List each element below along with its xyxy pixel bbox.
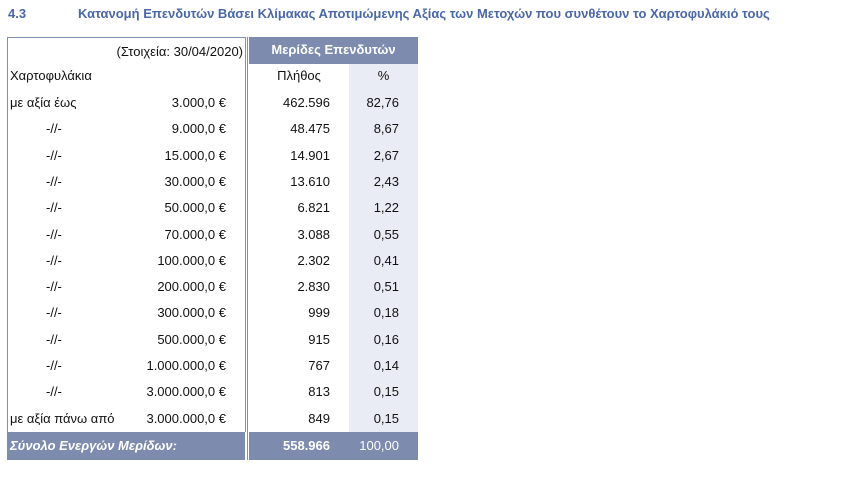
threshold: 3.000,0 € <box>171 95 226 110</box>
total-count: 558.966 <box>283 438 330 453</box>
percent: 0,15 <box>373 384 399 400</box>
column-header: % <box>377 68 390 83</box>
percent: 0,16 <box>373 331 399 347</box>
percent: 8,67 <box>373 121 399 137</box>
count: 813 <box>308 384 330 400</box>
total-bg <box>249 432 418 460</box>
total-bg <box>7 432 245 460</box>
percent: 0,14 <box>373 358 399 373</box>
count: 462.596 <box>283 95 330 110</box>
left-block <box>7 37 246 432</box>
group-header: Μερίδες Επενδυτών <box>271 42 396 57</box>
row-header: Χαρτοφυλάκια <box>10 68 92 83</box>
percent: 2,67 <box>373 147 399 163</box>
threshold: 9.000,0 € <box>171 121 226 137</box>
section-title: Κατανομή Επενδυτών Βάσει Κλίμακας Αποτιμ… <box>78 6 770 21</box>
count: 999 <box>308 305 330 321</box>
threshold: 1.000.000,0 € <box>146 358 226 373</box>
threshold: 200.000,0 € <box>157 279 226 295</box>
row-label: -//- <box>46 226 62 242</box>
row-label: με αξία έως <box>10 95 77 110</box>
threshold: 70.000,0 € <box>164 226 226 242</box>
section-number: 4.3 <box>8 6 27 21</box>
percent: 0,15 <box>373 410 399 426</box>
percent: 2,43 <box>373 173 399 189</box>
percent: 82,76 <box>366 95 399 110</box>
threshold: 50.000,0 € <box>164 200 226 216</box>
threshold: 300.000,0 € <box>157 305 226 321</box>
column-header: Πλήθος <box>277 68 321 83</box>
count: 6.821 <box>297 200 330 216</box>
count: 849 <box>308 410 330 426</box>
percent: 0,18 <box>373 305 399 321</box>
count: 767 <box>308 358 330 373</box>
threshold: 100.000,0 € <box>157 252 226 268</box>
row-label: -//- <box>46 147 62 163</box>
row-label: -//- <box>46 279 62 295</box>
percent: 0,41 <box>373 252 399 268</box>
count: 2.830 <box>297 279 330 295</box>
row-label: -//- <box>46 121 62 137</box>
note: (Στοιχεία: 30/04/2020) <box>116 44 243 59</box>
percent: 0,51 <box>373 279 399 295</box>
threshold: 3.000.000,0 € <box>146 384 226 400</box>
row-label: -//- <box>46 384 62 400</box>
separator <box>247 37 248 460</box>
pct-column-bg <box>349 64 418 432</box>
count: 48.475 <box>290 121 330 137</box>
row-label: -//- <box>46 358 62 373</box>
percent: 0,55 <box>373 226 399 242</box>
row-label: -//- <box>46 200 62 216</box>
count: 14.901 <box>290 147 330 163</box>
row-label: -//- <box>46 252 62 268</box>
threshold: 30.000,0 € <box>164 173 226 189</box>
threshold: 15.000,0 € <box>164 147 226 163</box>
group-header-bg <box>249 37 418 64</box>
count: 915 <box>308 331 330 347</box>
total-pct: 100,00 <box>359 438 399 453</box>
count: 13.610 <box>290 173 330 189</box>
row-label: -//- <box>46 305 62 321</box>
count: 2.302 <box>297 252 330 268</box>
row-label: -//- <box>46 173 62 189</box>
row-label: με αξία πάνω από <box>10 410 115 426</box>
count: 3.088 <box>297 226 330 242</box>
row-label: -//- <box>46 331 62 347</box>
percent: 1,22 <box>373 200 399 216</box>
threshold: 3.000.000,0 € <box>146 410 226 426</box>
total-label: Σύνολο Ενεργών Μερίδων: <box>10 438 177 453</box>
threshold: 500.000,0 € <box>157 331 226 347</box>
